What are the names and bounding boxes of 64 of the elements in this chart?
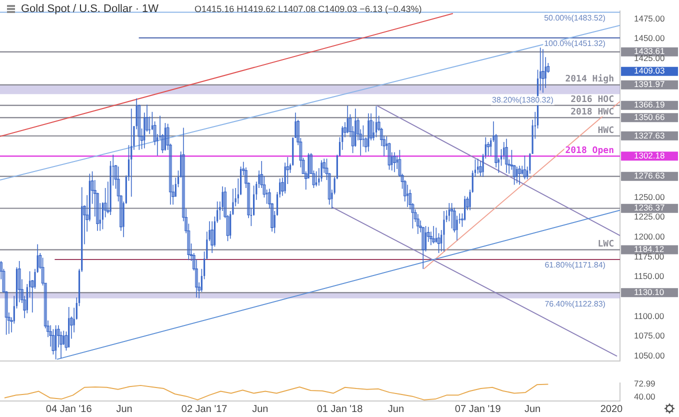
ref-line-label: HWC	[598, 126, 614, 136]
candlestick	[406, 184, 408, 208]
candlestick	[518, 165, 521, 186]
y-tick-label: 1150.00	[634, 271, 664, 282]
candlestick	[542, 48, 544, 94]
candlestick	[164, 122, 166, 152]
chart-subtitle: O1415.16 H1419.62 L1407.08 C1409.03 −6.13 (−0.43%)	[194, 4, 422, 14]
candlestick	[512, 164, 516, 186]
x-tick-label: 2020	[600, 404, 623, 415]
candlestick	[477, 158, 479, 174]
candlestick	[55, 324, 57, 360]
y-tick-label: 1100.00	[634, 310, 664, 321]
y-tick-label: 1130.10	[634, 286, 664, 297]
candlestick	[130, 108, 132, 198]
candlestick	[316, 170, 318, 187]
candlestick	[505, 138, 508, 174]
candlestick	[346, 105, 348, 134]
candlestick	[416, 214, 420, 234]
candlestick	[408, 189, 412, 210]
y-tick-label: 1236.37	[634, 202, 665, 213]
y-tick-label: 72.99	[634, 378, 656, 389]
x-tick-label: Jun	[388, 404, 404, 415]
y-tick-label: 1250.00	[634, 192, 665, 202]
annotation: 61.80%(1171.84)	[544, 260, 606, 270]
candlestick	[375, 106, 378, 138]
x-tick-label: Jun	[116, 404, 132, 415]
x-tick-label: 01 Jan '18	[316, 404, 364, 415]
y-tick-label: 1050.00	[634, 350, 665, 360]
annotation: 100.0%(1451.32)	[544, 39, 606, 48]
y-tick-label: 1350.66	[634, 112, 665, 122]
x-tick-label: Jun	[524, 404, 541, 415]
y-tick-label: 1225.00	[634, 212, 665, 222]
candlestick	[516, 166, 518, 184]
y-tick-label: 1409.03	[634, 66, 665, 76]
candlestick	[432, 226, 436, 244]
ref-line-label: LWC	[598, 240, 614, 250]
y-tick-label: 1366.19	[634, 100, 665, 110]
y-tick-label: 1276.63	[634, 170, 665, 181]
y-tick-label: 1075.00	[634, 330, 665, 341]
candlestick	[450, 202, 454, 229]
x-tick-label: 02 Jan '17	[181, 404, 228, 415]
x-tick-label: 04 Jan '16	[46, 404, 92, 415]
y-tick-label: 1200.00	[634, 232, 665, 242]
y-tick-label: 1302.18	[634, 150, 665, 160]
candlestick	[320, 160, 322, 182]
y-tick-label: 1391.97	[634, 79, 665, 90]
ref-line-label: 2014 High	[565, 74, 614, 85]
y-tick-label: 1327.63	[634, 130, 665, 140]
candlestick	[523, 155, 526, 180]
annotation: 38.20%(1380.32)	[492, 95, 554, 104]
candlestick	[443, 210, 445, 252]
x-tick-label: 07 Jan '19	[454, 404, 502, 415]
y-tick-label: 40.00	[634, 391, 656, 402]
y-tick-label: 1450.00	[634, 33, 665, 44]
ref-line-label: 2016 HOC	[570, 95, 614, 106]
x-tick-label: Jun	[252, 404, 268, 415]
ref-line-label: 2018 HWC	[570, 108, 614, 118]
candlestick	[393, 152, 396, 173]
annotation: 76.40%(1122.83)	[544, 300, 606, 309]
candlestick	[210, 220, 214, 254]
ref-line-label: 2018 Open	[565, 146, 614, 156]
chart-title: Gold Spot / U.S. Dollar · 1W	[21, 3, 159, 15]
annotation: 50.00%(1483.52)	[544, 13, 606, 22]
y-tick-label: 1475.00	[634, 13, 665, 24]
